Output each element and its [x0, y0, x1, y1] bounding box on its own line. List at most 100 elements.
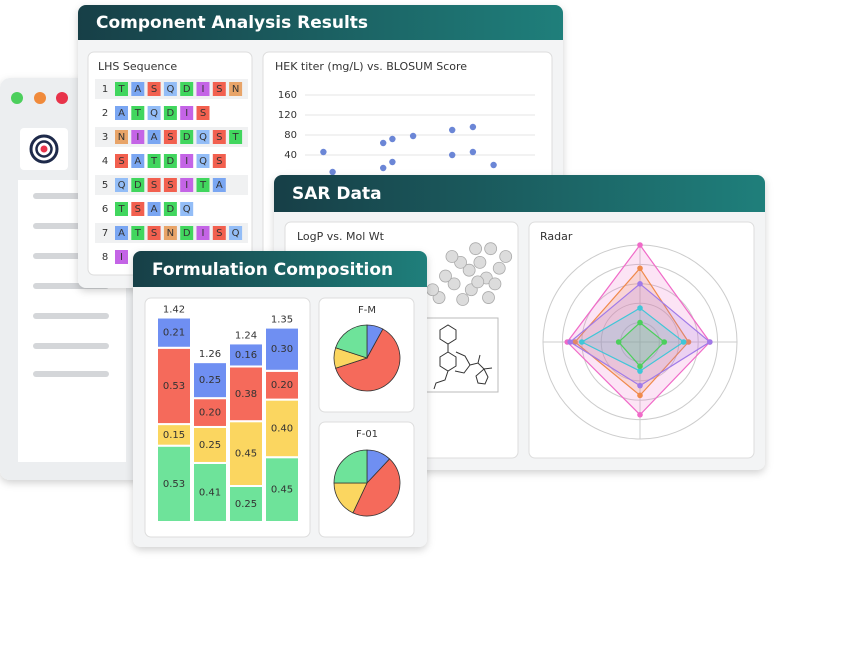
point — [445, 250, 459, 263]
point — [499, 250, 513, 263]
point — [329, 168, 336, 176]
point — [462, 263, 476, 277]
card-title: LHS Sequence — [98, 60, 177, 73]
pie-slice — [335, 328, 401, 392]
residue-cell — [115, 250, 128, 264]
residue: A — [118, 228, 125, 239]
point — [449, 126, 456, 134]
segment-label: 0.53 — [163, 381, 185, 392]
radar-point — [572, 339, 578, 345]
residue-cell — [131, 202, 145, 216]
residue-cell — [131, 130, 145, 144]
row-index: 6 — [102, 204, 108, 215]
residue: D — [183, 132, 191, 143]
point — [492, 261, 506, 275]
residue-cell — [131, 226, 145, 240]
residue: A — [151, 204, 158, 215]
residue: N — [167, 228, 174, 239]
residue: Q — [118, 180, 126, 191]
radar-point — [567, 339, 573, 345]
residue-cell — [115, 178, 128, 192]
residue: I — [120, 252, 123, 263]
radar-point — [615, 339, 622, 345]
residue-cell — [212, 130, 226, 144]
panel-title: SAR Data — [292, 184, 382, 204]
y-tick-label: 80 — [284, 130, 297, 141]
bar-segment — [228, 420, 264, 488]
residue: S — [216, 84, 222, 95]
residue: S — [216, 228, 222, 239]
row-index: 7 — [102, 228, 108, 239]
residue: T — [117, 204, 125, 215]
residue: D — [183, 228, 191, 239]
total-label: 1.26 — [199, 349, 221, 360]
panel-title: Component Analysis Results — [96, 13, 368, 33]
radar-point — [637, 411, 643, 418]
residue: S — [151, 180, 157, 191]
radar-point — [637, 368, 643, 374]
residue-cell — [180, 154, 194, 168]
residue: Q — [150, 108, 158, 119]
point — [320, 148, 327, 156]
residue-cell — [163, 202, 177, 216]
residue: D — [167, 156, 175, 167]
point — [469, 148, 477, 156]
point — [380, 139, 387, 147]
total-label: 1.35 — [271, 315, 293, 326]
residue-cell — [115, 226, 128, 240]
bar-segment — [156, 316, 192, 349]
residue-cell — [212, 178, 226, 192]
card-title: HEK titer (mg/L) vs. BLOSUM Score — [275, 60, 467, 73]
residue-cell — [147, 178, 161, 192]
radar-point — [637, 382, 643, 389]
residue-cell — [147, 130, 161, 144]
point — [484, 242, 498, 256]
residue-cell — [147, 82, 161, 96]
residue: A — [134, 84, 141, 95]
residue: A — [151, 132, 158, 143]
residue-cell — [147, 202, 161, 216]
residue: I — [185, 108, 188, 119]
residue: Q — [232, 228, 240, 239]
radar-point — [637, 281, 643, 287]
segment-label: 0.45 — [235, 449, 257, 460]
residue: D — [167, 204, 175, 215]
point — [456, 293, 470, 306]
panel-title: Formulation Composition — [152, 260, 393, 280]
residue-cell — [163, 154, 177, 168]
bar-segment — [264, 326, 300, 372]
y-tick-label: 40 — [284, 150, 297, 161]
residue-cell — [196, 178, 210, 192]
residue-cell — [163, 178, 177, 192]
radar-point — [685, 339, 692, 345]
segment-label: 0.25 — [235, 499, 257, 510]
segment-label: 0.20 — [271, 380, 293, 391]
bar-segment — [192, 361, 228, 400]
point — [389, 158, 396, 166]
residue-cell — [163, 130, 177, 144]
residue: Q — [166, 84, 174, 95]
radar-point — [637, 363, 643, 370]
card-title: LogP vs. Mol Wt — [297, 230, 385, 243]
segment-label: 0.21 — [163, 328, 185, 339]
residue: S — [167, 180, 173, 191]
radar-point — [637, 305, 643, 311]
row-index: 3 — [102, 132, 108, 143]
radar-point — [637, 319, 643, 326]
residue: S — [216, 132, 222, 143]
radar-point — [637, 265, 643, 272]
formulation-panel: Formulation Composition 0.53 0.15 0.53 0.21 1… — [133, 251, 427, 547]
y-tick-label: 160 — [278, 90, 297, 101]
row-index: 1 — [102, 84, 108, 95]
radar-point — [637, 242, 643, 248]
segment-label: 0.25 — [199, 440, 221, 451]
residue: T — [199, 180, 207, 191]
bar-segment — [192, 425, 228, 464]
point — [389, 135, 396, 143]
residue: S — [135, 204, 141, 215]
residue: Q — [199, 132, 207, 143]
pie-title: F-01 — [356, 429, 378, 440]
bar-segment — [192, 461, 228, 523]
residue-cell — [163, 106, 177, 120]
